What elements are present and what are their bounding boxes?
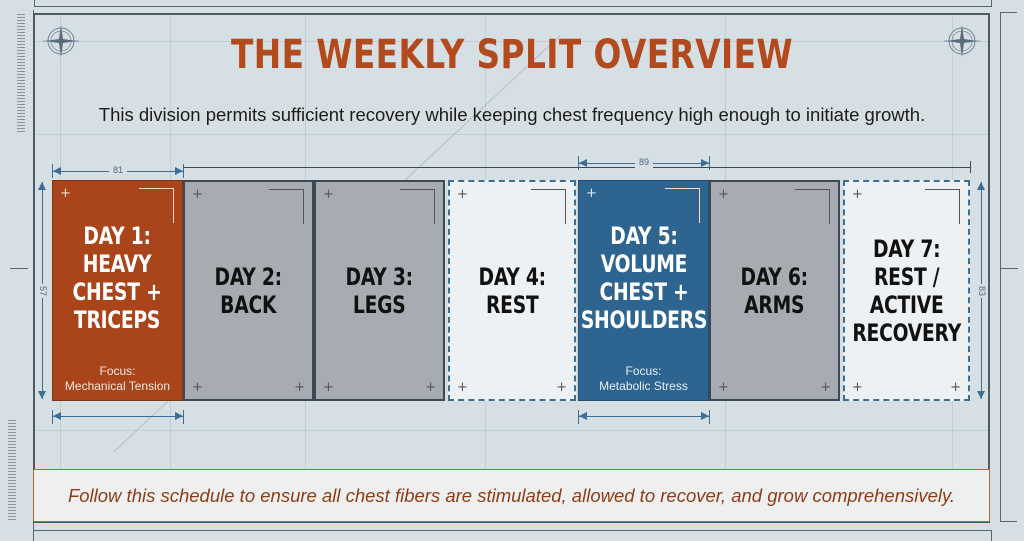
dimension-label: 83 [976, 283, 989, 298]
crosshair-icon: + [425, 380, 436, 395]
dimension-tick [52, 410, 53, 424]
focus-value: Mechanical Tension [64, 379, 171, 393]
compass-rose-icon [43, 25, 79, 57]
dimension-tick [709, 410, 710, 424]
day-card-title: DAY 7: REST / ACTIVE RECOVERY [852, 234, 961, 347]
crosshair-icon: + [457, 380, 468, 395]
dimension-right-height: 83 [976, 182, 989, 399]
ruler-top-left [17, 14, 25, 132]
day-card-5: + DAY 5: VOLUME CHEST + SHOULDERS Focus:… [578, 180, 709, 401]
dimension-tick [970, 161, 971, 173]
day-card-title: DAY 2: BACK [214, 262, 283, 319]
day-card-title: DAY 4: REST [478, 262, 546, 319]
footer-note-box: Follow this schedule to ensure all chest… [33, 469, 990, 522]
left-tick-mark [10, 268, 28, 269]
blueprint-bottom-frame [33, 530, 992, 541]
dimension-tick [183, 410, 184, 424]
crosshair-icon: + [192, 380, 203, 395]
right-tick-mark [1000, 268, 1018, 269]
page-subtitle: This division permits sufficient recover… [98, 104, 926, 125]
day-card-title: DAY 6: ARMS [740, 262, 809, 319]
day-card-1: + DAY 1: HEAVY CHEST + TRICEPS Focus: Me… [52, 180, 183, 401]
corner-mark-icon [925, 189, 960, 224]
compass-rose-icon [944, 25, 980, 57]
dimension-label: 57 [37, 283, 50, 298]
blueprint-right-bracket [1000, 12, 1023, 522]
dimension-tick [183, 164, 184, 178]
focus-label: Focus: [625, 364, 662, 378]
focus-note: Focus: Mechanical Tension [53, 364, 182, 394]
crosshair-icon: + [294, 380, 305, 395]
day-card-title: DAY 5: VOLUME CHEST + SHOULDERS [580, 221, 707, 334]
dimension-tick [578, 156, 579, 170]
crosshair-icon: + [852, 187, 863, 202]
day-card-4: + + + DAY 4: REST [448, 180, 576, 401]
crosshair-icon: + [556, 380, 567, 395]
diagram-frame [33, 13, 990, 523]
day-card-title: DAY 3: LEGS [345, 262, 414, 319]
corner-mark-icon [531, 189, 566, 224]
dimension-label: 89 [634, 156, 654, 169]
dimension-extension-line [183, 167, 970, 168]
crosshair-icon: + [60, 186, 71, 201]
day-card-3: + + + DAY 3: LEGS [314, 180, 445, 401]
crosshair-icon: + [950, 380, 961, 395]
dimension-day1-width: 81 [53, 164, 183, 177]
crosshair-icon: + [323, 380, 334, 395]
corner-mark-icon [795, 189, 830, 224]
dimension-left-height: 57 [37, 182, 50, 399]
day-card-6: + + + DAY 6: ARMS [709, 180, 840, 401]
crosshair-icon: + [323, 187, 334, 202]
corner-mark-icon [665, 188, 700, 223]
day-card-title: DAY 1: HEAVY CHEST + TRICEPS [72, 221, 163, 334]
dimension-tick [52, 164, 53, 178]
corner-mark-icon [269, 189, 304, 224]
day-card-2: + + + DAY 2: BACK [183, 180, 314, 401]
dimension-day1-bottom [53, 412, 183, 420]
blueprint-top-frame [34, 0, 992, 7]
crosshair-icon: + [718, 380, 729, 395]
dimension-tick [709, 156, 710, 170]
crosshair-icon: + [718, 187, 729, 202]
crosshair-icon: + [457, 187, 468, 202]
grid-line [34, 134, 990, 135]
focus-label: Focus: [99, 364, 136, 378]
footer-note: Follow this schedule to ensure all chest… [67, 484, 956, 506]
focus-value: Metabolic Stress [599, 379, 688, 393]
crosshair-icon: + [192, 187, 203, 202]
grid-line [34, 430, 990, 431]
dimension-day5-bottom [579, 412, 709, 420]
grid-line [34, 41, 990, 42]
dimension-tick [578, 410, 579, 424]
dimension-label: 81 [108, 164, 128, 177]
corner-mark-icon [400, 189, 435, 224]
crosshair-icon: + [852, 380, 863, 395]
focus-note: Focus: Metabolic Stress [579, 364, 708, 394]
ruler-bottom-left [8, 420, 16, 520]
dimension-day5-width: 89 [579, 156, 709, 169]
crosshair-icon: + [820, 380, 831, 395]
page-title: THE WEEKLY SPLIT OVERVIEW [230, 32, 794, 78]
corner-mark-icon [139, 188, 174, 223]
day-card-7: + + + DAY 7: REST / ACTIVE RECOVERY [843, 180, 970, 401]
crosshair-icon: + [586, 186, 597, 201]
